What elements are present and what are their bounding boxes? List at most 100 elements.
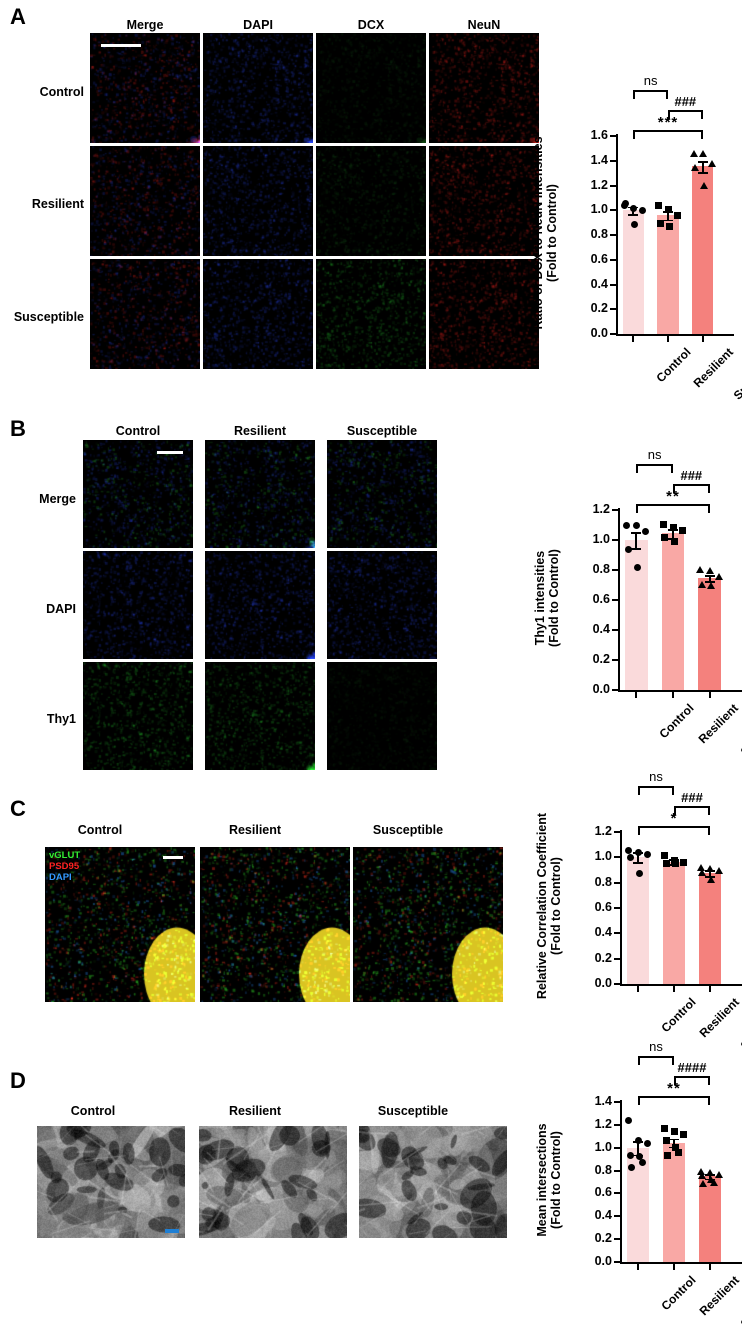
error-bar <box>637 1140 639 1155</box>
data-point <box>696 864 705 872</box>
data-point <box>661 533 669 541</box>
data-point <box>643 851 651 859</box>
data-point <box>629 204 637 212</box>
error-bar <box>667 210 669 220</box>
y-tick <box>612 599 618 601</box>
micrograph-b-control-thy1 <box>83 662 193 770</box>
bar-control[interactable] <box>624 540 648 690</box>
chart-x-axis <box>620 1262 742 1265</box>
data-point <box>699 1179 708 1187</box>
bracket-segment <box>700 110 703 119</box>
y-tick-label: 0.8 <box>594 874 612 889</box>
y-tick-label: 0.6 <box>594 900 612 914</box>
x-tick-label-resilient: Resilient <box>690 345 736 391</box>
y-tick-label: 0.0 <box>594 976 612 990</box>
bar-resilient[interactable] <box>661 533 685 690</box>
bracket-segment <box>638 1056 640 1065</box>
bar-susceptible[interactable] <box>698 1176 722 1262</box>
data-point <box>715 572 724 580</box>
data-point <box>624 545 632 553</box>
y-tick <box>614 1169 620 1172</box>
panel-b-col-header-susceptible: Susceptible <box>346 424 418 438</box>
y-tick-label: 0.8 <box>590 227 608 241</box>
data-point <box>642 527 650 535</box>
micrograph-a-susceptible-neun <box>429 259 539 369</box>
bracket-segment <box>674 1076 710 1078</box>
significance-label: ns <box>643 73 658 88</box>
channel-legend-vglut: vGLUT <box>49 850 81 861</box>
x-tick <box>709 986 711 992</box>
panel-a-row-label-control: Control <box>39 85 84 99</box>
y-axis-title-line1: Mean intersections <box>535 1123 549 1237</box>
bar-control[interactable] <box>622 210 645 334</box>
micrograph-a-resilient-dapi <box>203 146 313 256</box>
panel-a-row-label-resilient: Resilient <box>31 197 84 211</box>
data-point <box>673 212 681 220</box>
data-point <box>699 182 708 190</box>
y-tick-label: 0.0 <box>594 1254 612 1268</box>
data-point <box>663 1151 671 1159</box>
error-bar-cap-top <box>669 1138 679 1141</box>
panel-b-row-label-dapi: DAPI <box>46 602 76 616</box>
bar-resilient[interactable] <box>662 1142 686 1262</box>
data-point <box>626 853 634 861</box>
y-tick-label: 0.4 <box>594 1208 612 1223</box>
data-point <box>698 1171 706 1179</box>
bracket-segment <box>668 110 670 119</box>
significance-label: #### <box>677 1060 707 1075</box>
data-point <box>634 1136 642 1144</box>
data-point <box>706 1169 714 1177</box>
data-point <box>626 1151 634 1159</box>
chart-panel-b: 0.0 0.2 0.4 0.6 0.8 1.0 1.2 Thy1 intensities (Fo… <box>533 447 742 762</box>
panel-d-letter: D <box>10 1068 26 1093</box>
bar-resilient[interactable] <box>657 215 679 334</box>
bar-control[interactable] <box>626 1147 650 1262</box>
micrograph-d-resilient <box>199 1126 347 1238</box>
y-tick <box>610 234 616 236</box>
y-tick <box>614 1101 620 1103</box>
micrograph-b-control-merge <box>83 440 193 548</box>
bracket-segment <box>674 806 676 815</box>
bar-susceptible[interactable] <box>698 578 722 690</box>
bracket-segment <box>638 1096 640 1105</box>
micrograph-b-susceptible-dapi <box>327 551 437 659</box>
x-tick-label-control: Control <box>656 701 697 742</box>
bracket-segment <box>708 826 710 835</box>
data-point <box>697 581 706 588</box>
bar-susceptible[interactable] <box>691 166 714 334</box>
bracket-segment <box>638 786 674 788</box>
y-tick <box>614 1123 620 1126</box>
micrograph-a-control-merge <box>90 33 200 143</box>
channel-legend-dapi: DAPI <box>49 872 72 883</box>
x-tick <box>632 336 635 342</box>
micrograph-c-control <box>45 847 195 1002</box>
y-tick <box>612 659 618 661</box>
bracket-segment <box>707 504 710 513</box>
data-point <box>671 860 679 868</box>
y-tick <box>610 258 616 261</box>
panel-b-row-label-thy1: Thy1 <box>46 712 76 726</box>
y-tick <box>610 184 616 187</box>
significance-bracket <box>633 90 668 99</box>
error-bar-cap-bottom <box>633 862 643 865</box>
significance-bracket <box>638 1096 710 1105</box>
panel-a: A Merge DAPI DCX NeuN Control Resilient … <box>0 0 742 405</box>
x-tick <box>673 1264 675 1270</box>
panel-a-col-header-neun: NeuN <box>467 18 501 32</box>
bar-control[interactable] <box>626 857 650 984</box>
micrograph-c-resilient <box>200 847 350 1002</box>
y-tick <box>610 209 616 212</box>
data-point <box>679 1131 687 1139</box>
panel-c-col-header-resilient: Resilient <box>228 823 282 837</box>
bracket-segment <box>636 464 639 473</box>
bar-susceptible[interactable] <box>698 873 722 984</box>
y-tick-label: 0.2 <box>590 301 608 316</box>
data-point <box>664 205 672 213</box>
y-tick-label: 0.8 <box>594 1162 612 1177</box>
bar-resilient[interactable] <box>662 861 686 984</box>
data-point <box>670 538 678 545</box>
bracket-segment <box>638 826 710 828</box>
data-point <box>662 859 670 867</box>
data-point <box>678 526 686 534</box>
micrograph-a-control-dapi <box>203 33 313 143</box>
